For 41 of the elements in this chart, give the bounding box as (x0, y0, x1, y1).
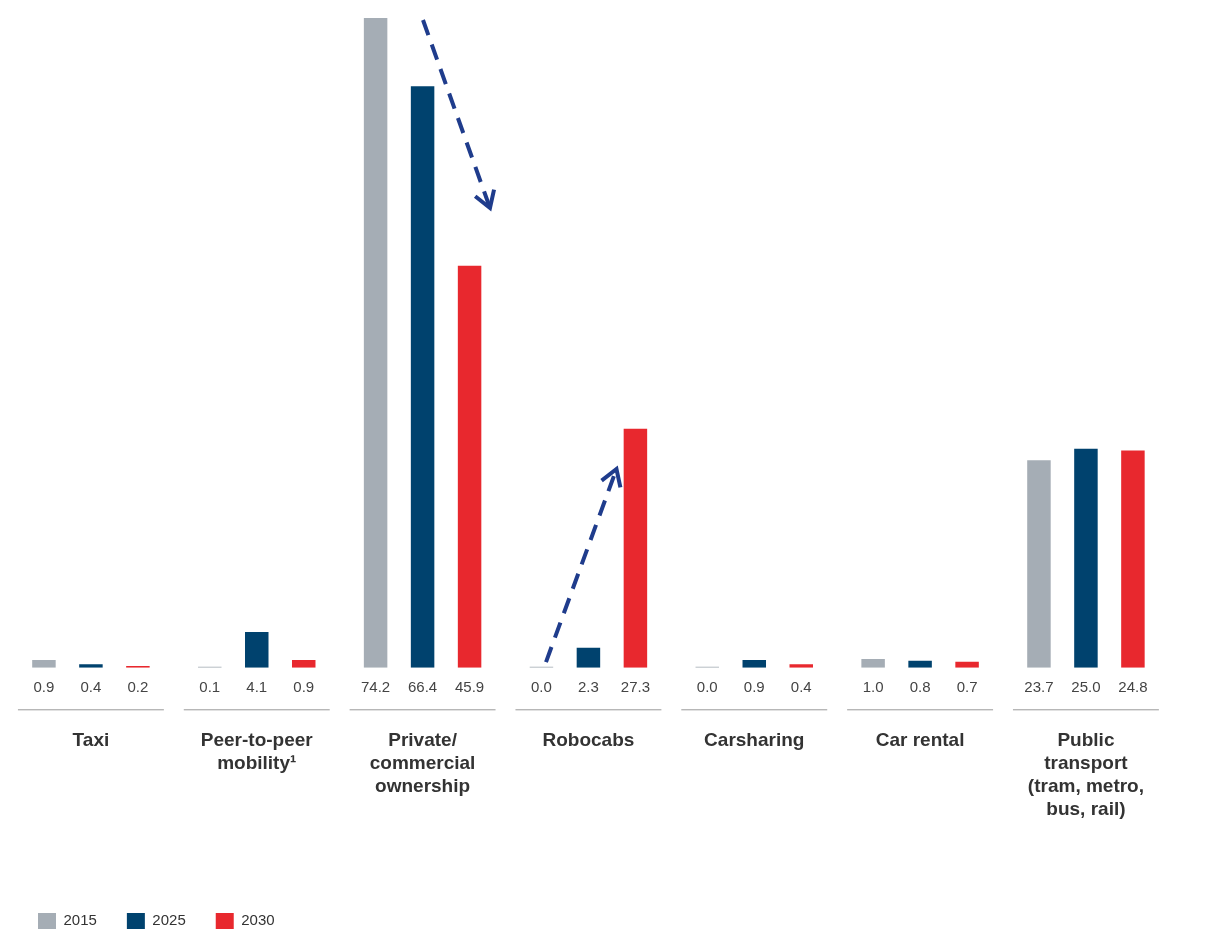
x-tick-label: Carsharing (704, 729, 805, 751)
x-tick-label: Robocabs (542, 729, 635, 751)
data-label: 0.9 (743, 677, 765, 695)
data-label: 4.1 (246, 677, 268, 695)
x-tick-label: Peer-to-peer mobility¹ (200, 729, 314, 774)
data-label: 0.1 (199, 677, 221, 695)
bar (623, 428, 648, 668)
legend-label: 2030 (241, 911, 275, 929)
data-label: 74.2 (361, 677, 391, 695)
data-label: 0.4 (790, 677, 812, 695)
data-label: 0.8 (909, 677, 931, 695)
bar (1074, 448, 1098, 668)
data-label: 0.2 (127, 677, 149, 695)
legend-label: 2025 (152, 911, 186, 929)
x-tick-label: Public transport (tram, metro, bus, rail) (1027, 729, 1144, 819)
data-label: 25.0 (1071, 677, 1101, 695)
legend-label: 2015 (63, 911, 97, 929)
bar (363, 18, 388, 668)
data-label: 0.0 (696, 677, 718, 695)
bar (861, 659, 885, 668)
bar (1121, 450, 1145, 668)
x-tick-label: Taxi (72, 729, 110, 751)
data-label: 66.4 (407, 677, 438, 695)
data-label: 2.3 (578, 677, 599, 695)
data-label: 27.3 (620, 677, 651, 695)
data-label: 24.8 (1118, 677, 1148, 695)
data-label: 23.7 (1024, 677, 1054, 695)
data-label: 45.9 (454, 677, 485, 695)
x-tick-label: Private/ commercial ownership (369, 729, 476, 797)
data-label: 0.4 (80, 677, 102, 695)
data-label: 0.7 (956, 677, 978, 695)
data-label: 0.9 (293, 677, 315, 695)
bar (1027, 460, 1051, 668)
x-tick-label: Car rental (875, 729, 965, 751)
data-label: 1.0 (862, 677, 884, 695)
bar (32, 659, 56, 668)
data-label: 0.0 (531, 677, 552, 695)
bar (245, 631, 269, 668)
bar (457, 265, 482, 668)
data-label: 0.9 (33, 677, 55, 695)
bar (576, 647, 601, 668)
